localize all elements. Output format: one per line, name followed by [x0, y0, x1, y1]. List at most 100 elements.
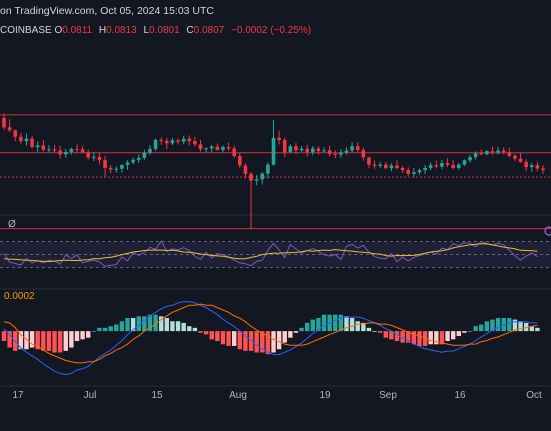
rsi-panel-label: Ø — [8, 219, 16, 230]
candle-body — [41, 145, 46, 150]
macd-histogram-bar — [484, 321, 490, 332]
candle-body — [75, 148, 79, 150]
candle-body — [35, 145, 40, 148]
candle-body — [58, 150, 62, 155]
candle-body — [226, 147, 231, 149]
candle-body — [243, 165, 248, 174]
macd-histogram-bar — [304, 322, 310, 332]
candle-body — [271, 137, 276, 165]
macd-histogram-bar — [456, 331, 461, 337]
candle-body — [305, 148, 309, 153]
candle-body — [462, 160, 467, 165]
candle-body — [445, 163, 450, 165]
macd-histogram-bar — [69, 331, 74, 348]
macd-histogram-bar — [473, 326, 478, 332]
x-tick-label: Sep — [379, 390, 397, 401]
candle-body — [136, 157, 141, 160]
macd-histogram-bar — [63, 331, 68, 351]
macd-histogram-bar — [164, 317, 170, 332]
macd-histogram-bar — [377, 331, 383, 333]
candle-body — [80, 149, 85, 153]
candle-body — [339, 152, 343, 155]
alert-marker — [544, 226, 551, 236]
candle-body — [288, 146, 293, 153]
macd-histogram-bar — [439, 331, 445, 345]
high-label: H — [98, 25, 107, 36]
macd-histogram-bar — [46, 331, 52, 351]
macd-histogram-bar — [181, 322, 186, 332]
low-value: 0.0801 — [149, 25, 180, 36]
macd-histogram-bar — [74, 331, 80, 341]
macd-histogram-bar — [355, 321, 360, 332]
close-value: 0.0807 — [193, 25, 225, 36]
candle-body — [254, 179, 259, 181]
x-tick-label: 15 — [151, 390, 163, 401]
macd-histogram-bar — [501, 317, 506, 332]
macd-histogram-bar — [321, 314, 327, 332]
macd-histogram-bar — [344, 316, 349, 332]
candle-body — [417, 170, 422, 173]
macd-histogram-bar — [91, 331, 97, 332]
candle-body — [198, 144, 203, 150]
macd-histogram-bar — [400, 331, 405, 343]
candle-body — [238, 156, 242, 166]
candle-body — [159, 140, 164, 142]
candle-body — [479, 153, 484, 155]
macd-histogram-bar — [361, 322, 366, 332]
macd-histogram-bar — [467, 331, 473, 332]
candle-body — [97, 156, 102, 161]
macd-histogram-bar — [29, 331, 35, 348]
high-value: 0.0813 — [106, 25, 137, 36]
candle-body — [524, 161, 528, 168]
candle-body — [153, 140, 158, 149]
macd-histogram-bar — [153, 314, 158, 332]
rsi-ma-line — [3, 243, 538, 263]
candle-body — [92, 156, 96, 158]
candle-body — [350, 146, 354, 151]
candle-body — [282, 140, 287, 153]
macd-histogram-bar — [102, 327, 108, 332]
macd-histogram-bar — [406, 331, 411, 343]
candle-body — [13, 130, 18, 137]
macd-histogram-bar — [383, 331, 388, 338]
candle-body — [165, 140, 169, 144]
candle-body — [485, 151, 489, 155]
macd-histogram-bar — [119, 321, 125, 332]
macd-histogram-bar — [41, 331, 46, 351]
candle-body — [69, 148, 74, 152]
candle-body — [355, 146, 360, 151]
candle-body — [344, 150, 349, 153]
candle-body — [181, 138, 186, 142]
candle-body — [378, 164, 382, 167]
macd-histogram-bar — [80, 331, 85, 340]
macd-histogram-bar — [108, 326, 113, 332]
macd-histogram-bar — [523, 322, 529, 332]
macd-histogram-bar — [86, 331, 91, 338]
chart-header: on TradingView.com, Oct 05, 2024 15:03 U… — [0, 0, 551, 44]
rsi-line — [3, 240, 538, 268]
macd-histogram-bar — [209, 331, 214, 340]
macd-histogram-bar — [518, 321, 523, 332]
macd-line — [3, 301, 538, 376]
macd-histogram-bar — [57, 331, 63, 353]
macd-histogram-bar — [175, 321, 181, 332]
macd-histogram-bar — [215, 331, 220, 341]
macd-histogram-bar — [1, 331, 7, 341]
macd-histogram-bar — [338, 314, 344, 332]
macd-histogram-bar — [147, 314, 153, 332]
macd-histogram-bar — [434, 331, 439, 345]
low-label: L — [143, 25, 150, 36]
candle-body — [204, 148, 208, 150]
candle-body — [299, 148, 304, 151]
macd-histogram-bar — [507, 317, 512, 332]
candle-body — [148, 148, 152, 153]
macd-histogram-bar — [394, 331, 400, 341]
macd-histogram-bar — [24, 331, 29, 350]
candle-body — [501, 150, 506, 153]
candle-body — [513, 155, 517, 159]
macd-value-label: 0.0002 — [4, 291, 35, 302]
macd-histogram-bar — [271, 331, 276, 353]
candle-body — [434, 165, 439, 167]
candle-body — [490, 151, 495, 153]
